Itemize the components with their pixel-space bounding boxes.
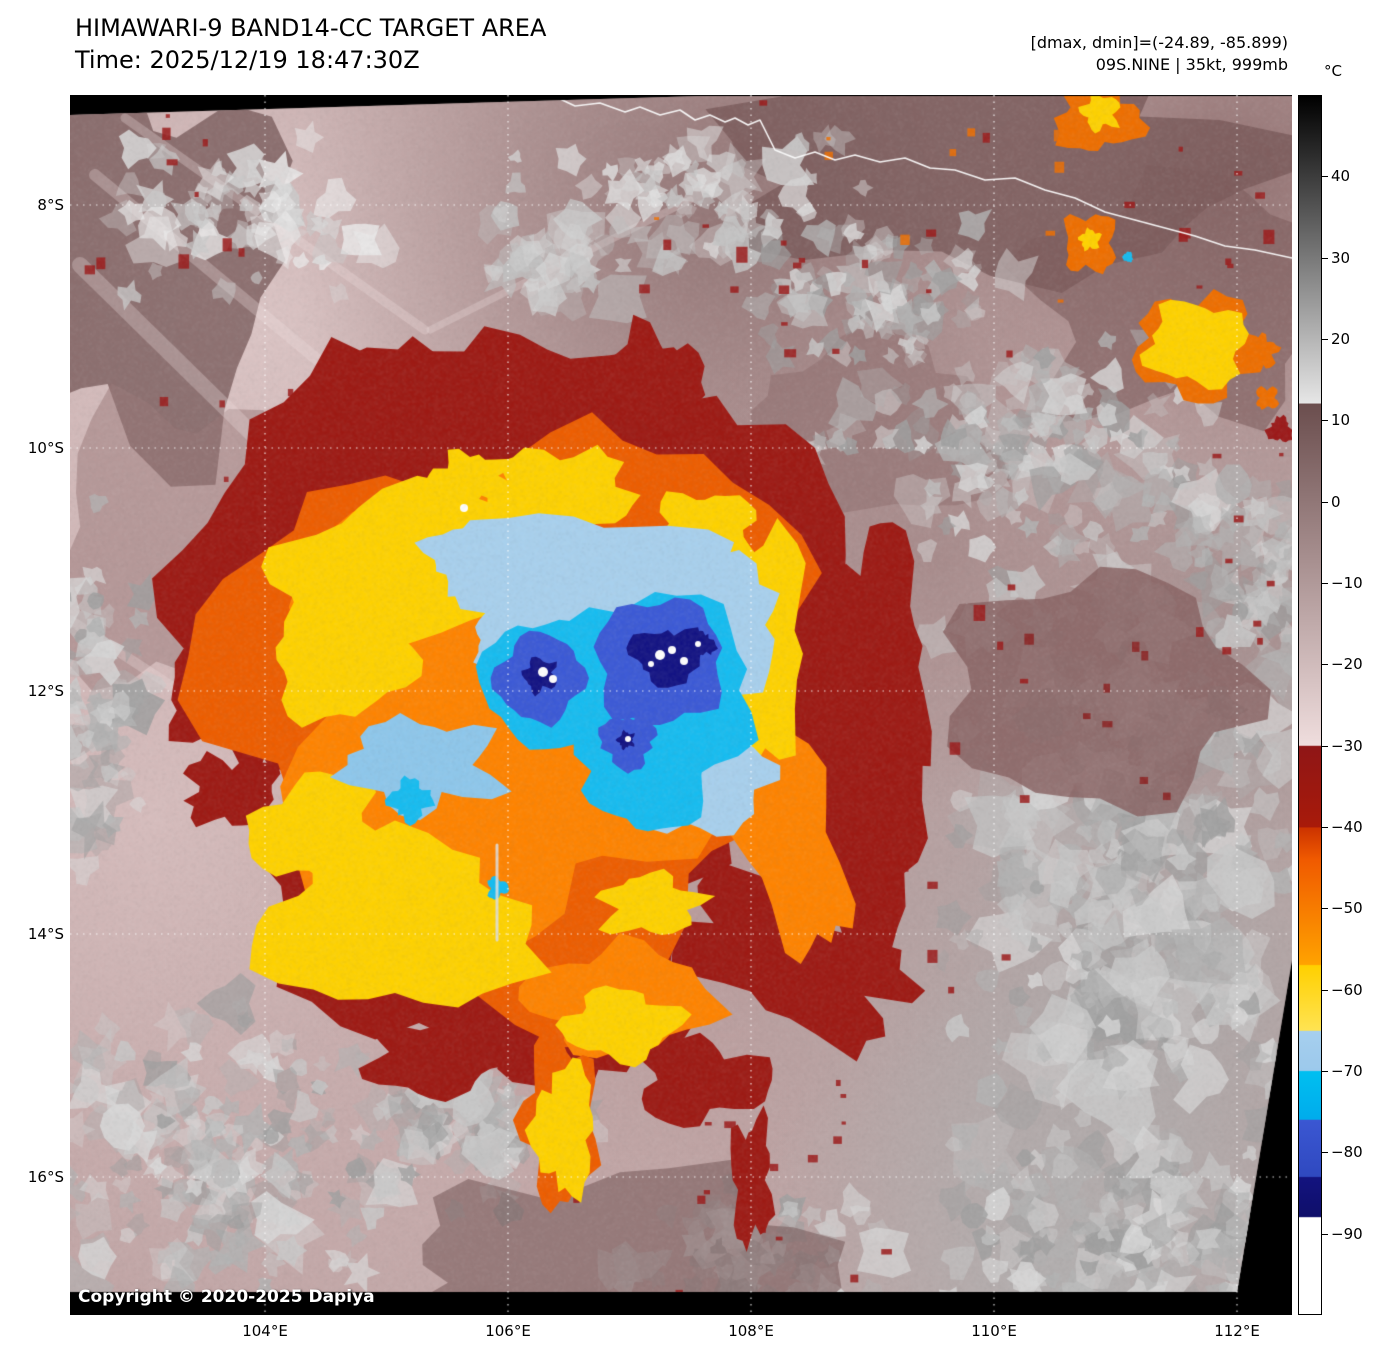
colorbar-tick-label: −20 xyxy=(1331,655,1363,674)
colorbar-tick-mark xyxy=(1322,908,1328,910)
colorbar-unit-label: °C xyxy=(1324,62,1342,80)
lat-axis-label: 8°S xyxy=(37,196,64,214)
lon-axis-label: 112°E xyxy=(1214,1322,1260,1340)
colorbar-tick-mark xyxy=(1322,1071,1328,1072)
colorbar-tick-mark xyxy=(1322,501,1328,503)
lat-axis-label: 12°S xyxy=(27,682,64,700)
lat-axis-label: 10°S xyxy=(27,439,64,457)
colorbar-tick-mark xyxy=(1322,1233,1328,1235)
colorbar-tick-label: 40 xyxy=(1331,167,1351,186)
colorbar-tick-label: −70 xyxy=(1331,1062,1363,1080)
lon-axis-label: 106°E xyxy=(485,1322,531,1340)
colorbar-tick-mark xyxy=(1322,989,1328,991)
colorbar-tick-label: −50 xyxy=(1331,899,1363,918)
colorbar-tick-label: 0 xyxy=(1331,492,1341,511)
lon-axis-label: 104°E xyxy=(242,1322,288,1340)
colorbar-tick-mark xyxy=(1322,176,1328,178)
storm-intensity-readout: 09S.NINE | 35kt, 999mb xyxy=(1095,55,1288,74)
temperature-colorbar xyxy=(1298,95,1322,1315)
satellite-image-canvas xyxy=(70,95,1292,1315)
colorbar-tick-mark xyxy=(1322,745,1328,747)
colorbar-tick-mark xyxy=(1322,664,1328,666)
copyright-watermark: Copyright © 2020-2025 Dapiya xyxy=(78,1287,375,1307)
colorbar-tick-label: −90 xyxy=(1331,1224,1363,1243)
colorbar-tick-mark xyxy=(1322,583,1328,584)
colorbar-tick-label: −80 xyxy=(1331,1143,1363,1162)
colorbar-tick-label: 20 xyxy=(1331,330,1351,348)
lat-axis-label: 16°S xyxy=(27,1168,64,1186)
colorbar-tick-label: 30 xyxy=(1331,248,1351,267)
colorbar-tick-label: −10 xyxy=(1331,574,1363,592)
lat-axis-label: 14°S xyxy=(27,925,64,943)
colorbar-tick-mark xyxy=(1322,1152,1328,1154)
lon-axis-label: 108°E xyxy=(728,1322,774,1340)
colorbar-tick-label: −40 xyxy=(1331,818,1363,836)
figure-annotations: [dmax, dmin]=(-24.89, -85.899) 09S.NINE … xyxy=(1031,32,1288,76)
lon-axis-label: 110°E xyxy=(971,1322,1017,1340)
colorbar-tick-mark xyxy=(1322,339,1328,340)
colorbar-tick-label: 10 xyxy=(1331,411,1351,430)
dmax-dmin-readout: [dmax, dmin]=(-24.89, -85.899) xyxy=(1030,33,1288,52)
colorbar-tick-label: −60 xyxy=(1331,980,1363,999)
colorbar-tick-mark xyxy=(1322,420,1328,422)
figure-timestamp: Time: 2025/12/19 18:47:30Z xyxy=(75,46,420,74)
colorbar-tick-label: −30 xyxy=(1331,736,1363,755)
colorbar-tick-mark xyxy=(1322,257,1328,259)
colorbar-tick-mark xyxy=(1322,827,1328,828)
figure-title: HIMAWARI-9 BAND14-CC TARGET AREA xyxy=(75,14,547,42)
